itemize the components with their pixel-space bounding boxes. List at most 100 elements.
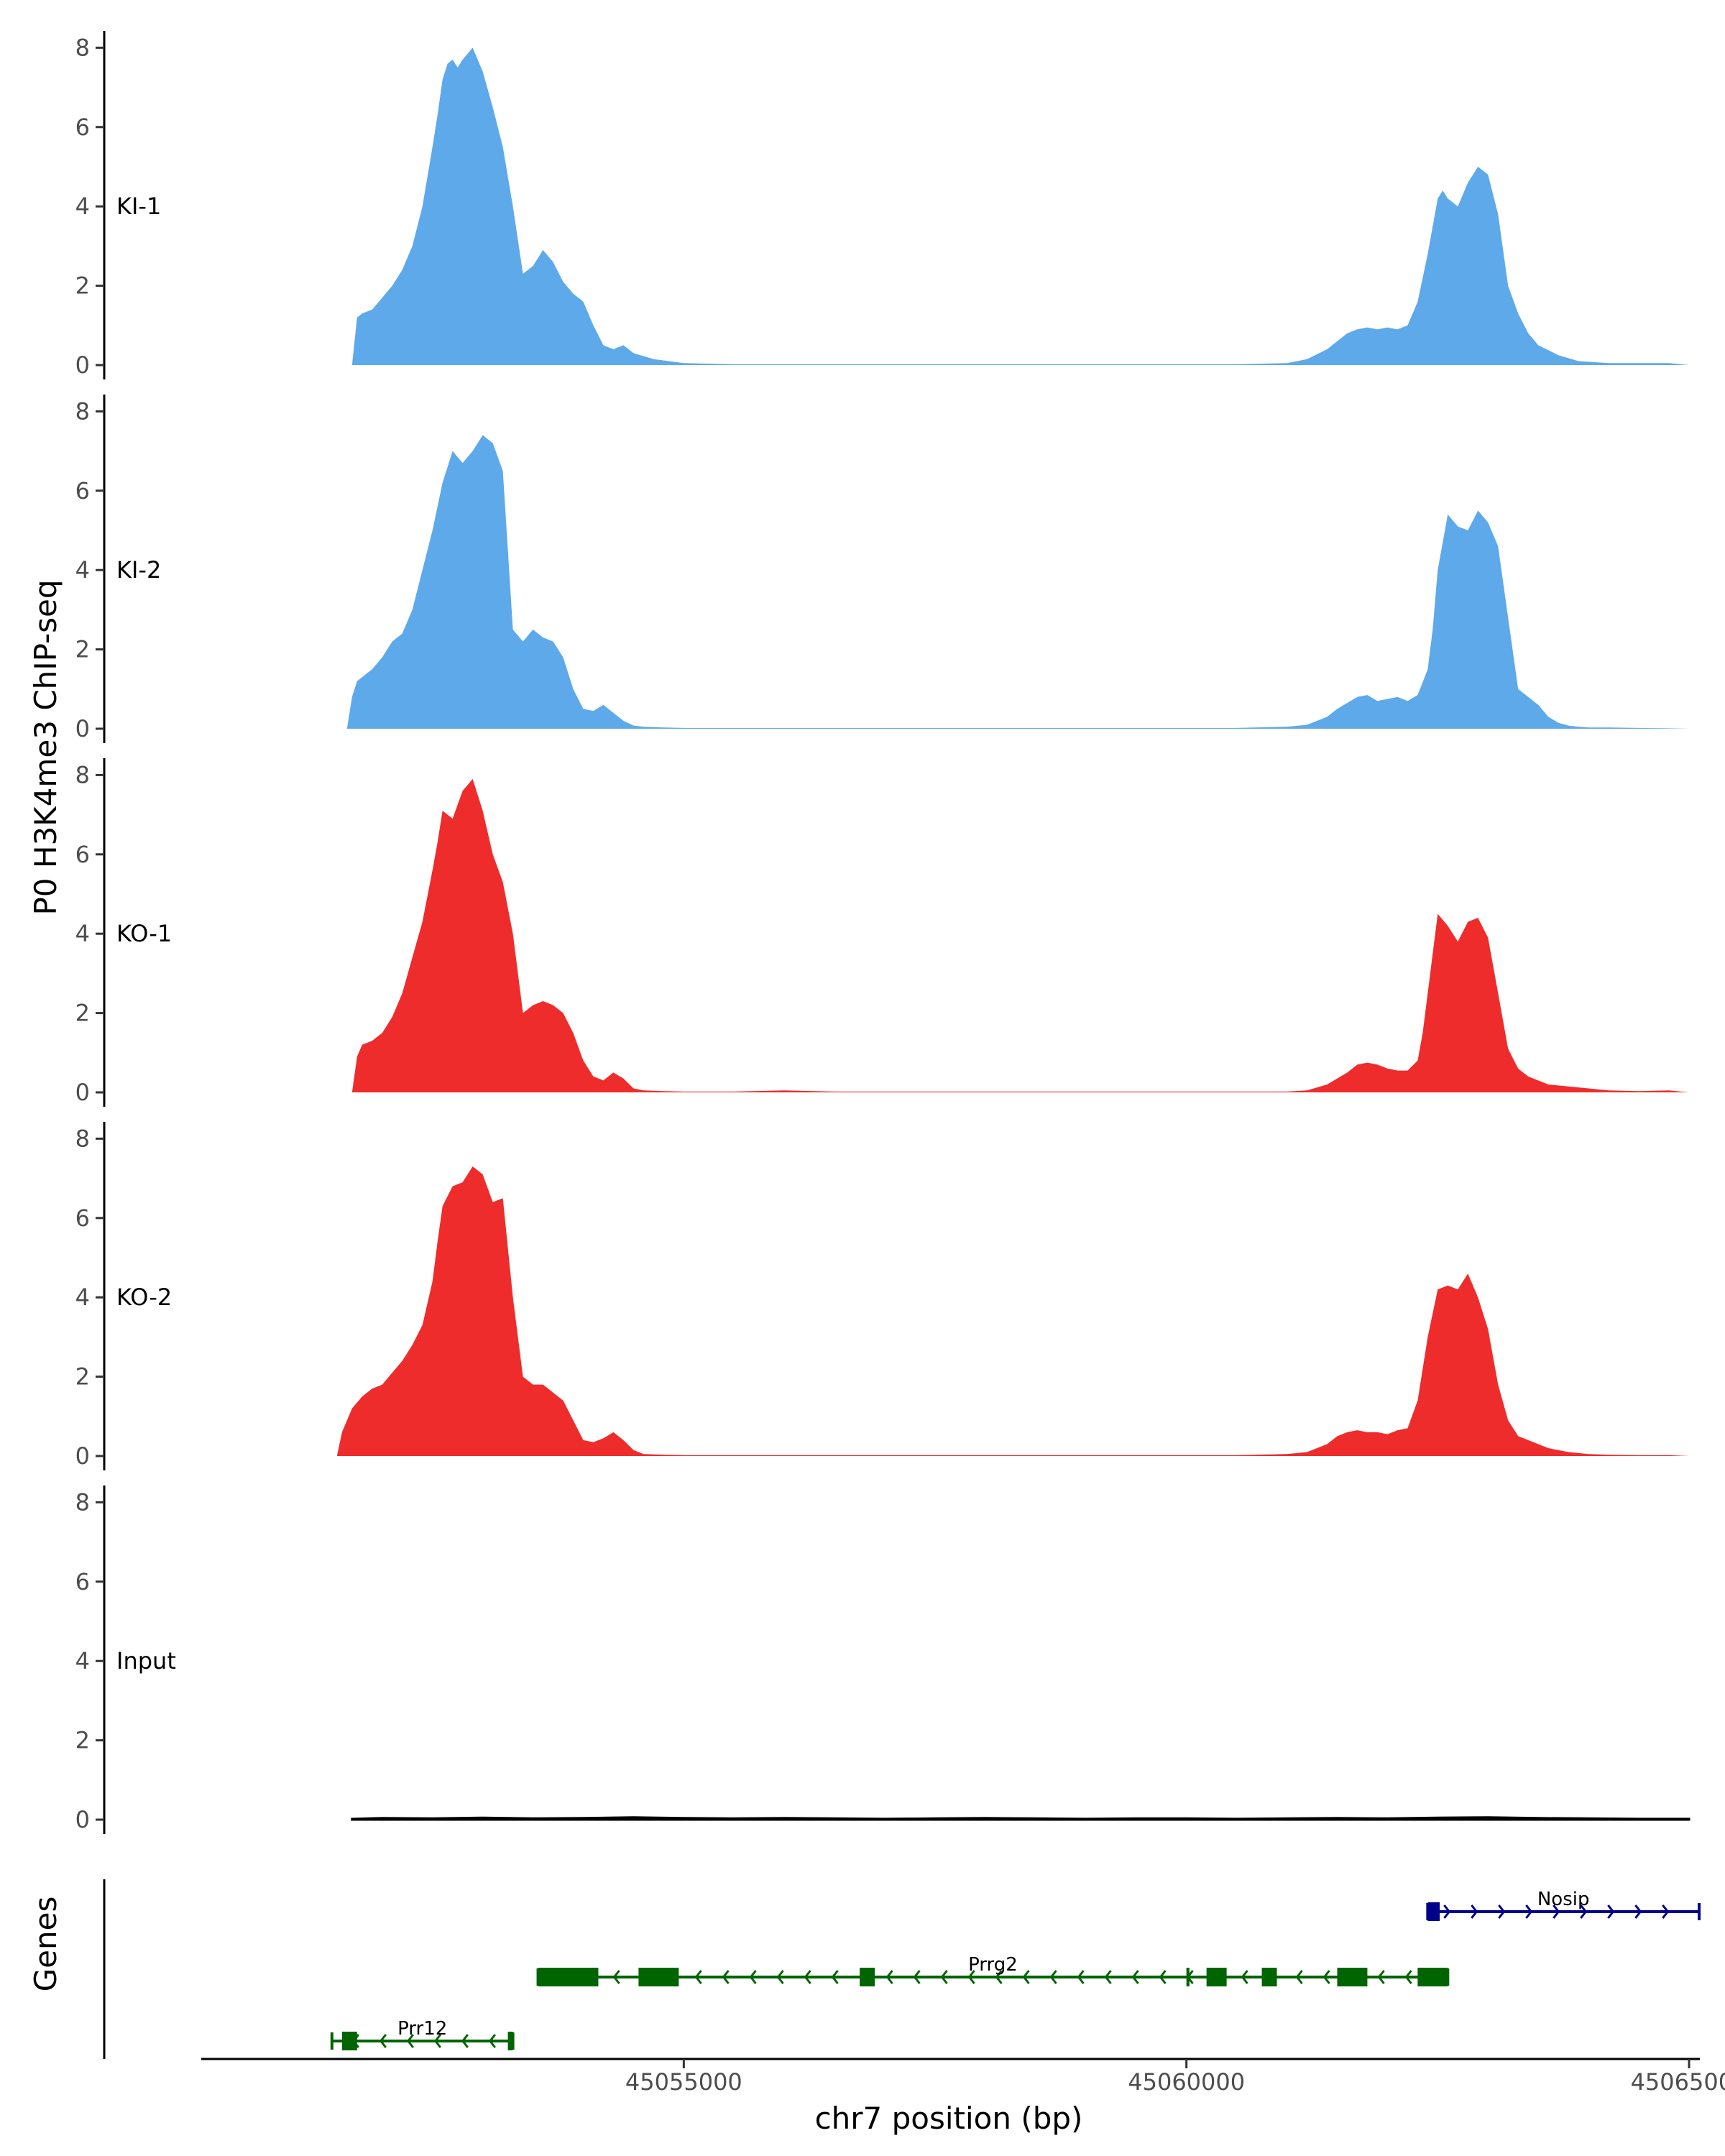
x-axis: 45055000 45060000 45065000 <box>201 2058 1725 2096</box>
y-tick-label: 0 <box>75 1079 90 1106</box>
x-tick-label: 45055000 <box>625 2068 742 2096</box>
track-ki-1: 0 2 4 6 8 KI-1 <box>75 31 1689 379</box>
gene-exon <box>860 1968 875 1986</box>
strand-chevron <box>1607 1904 1615 1919</box>
signal-area <box>346 435 1689 729</box>
strand-chevron <box>804 1970 811 1984</box>
gene-label: Nosip <box>1537 1889 1590 1910</box>
track-label: KI-1 <box>116 193 161 220</box>
track-ko-1: 0 2 4 6 8 KO-1 <box>75 758 1689 1107</box>
x-axis-title: chr7 position (bp) <box>815 2101 1083 2136</box>
gene-prrg2: Prrg2 <box>536 1954 1450 1986</box>
strand-chevron <box>940 1970 948 1984</box>
strand-chevron <box>1471 1904 1478 1919</box>
tracks-layer: 0 2 4 6 8 KI-1 0 2 4 6 8 KI-2 0 2 4 6 8 KO-1 0 2 4 6 8 KO-2 0 2 4 6… <box>75 31 1690 1834</box>
strand-chevron <box>1580 1904 1588 1919</box>
y-tick-label: 4 <box>75 1284 90 1311</box>
signal-area <box>336 1166 1689 1456</box>
strand-chevron <box>1498 1904 1506 1919</box>
strand-chevron <box>1322 1970 1330 1984</box>
strand-chevron <box>1077 1970 1085 1984</box>
y-axis-title: P0 H3K4me3 ChIP-seq <box>28 579 63 915</box>
strand-chevron <box>433 2034 442 2048</box>
track-label: Input <box>116 1647 176 1674</box>
strand-chevron <box>1404 1970 1412 1984</box>
gene-exon <box>1417 1968 1448 1986</box>
strand-chevron <box>1662 1904 1670 1919</box>
strand-chevron <box>995 1970 1003 1984</box>
strand-chevron <box>1131 1970 1139 1984</box>
y-tick-label: 6 <box>75 841 90 868</box>
strand-chevron <box>1022 1970 1030 1984</box>
strand-chevron <box>1241 1970 1248 1984</box>
strand-chevron <box>488 2034 497 2048</box>
gene-exon <box>341 2032 357 2050</box>
strand-chevron <box>831 1970 839 1984</box>
strand-chevron <box>749 1970 757 1984</box>
gene-exon <box>1261 1968 1277 1986</box>
strand-chevron <box>1552 1904 1560 1919</box>
track-label: KO-1 <box>116 920 172 947</box>
strand-chevron <box>1104 1970 1112 1984</box>
x-tick-label: 45065000 <box>1631 2068 1725 2096</box>
track-ki-2: 0 2 4 6 8 KI-2 <box>75 395 1689 743</box>
strand-chevron <box>694 1970 702 1984</box>
y-tick-label: 2 <box>75 1727 90 1754</box>
strand-chevron <box>967 1970 975 1984</box>
gene-exon <box>1206 1968 1227 1986</box>
y-tick-label: 8 <box>75 1125 90 1152</box>
signal-area <box>351 1816 1690 1821</box>
strand-chevron <box>1525 1904 1533 1919</box>
genes-panel: Nosip Prrg2 Prr12 <box>103 1879 1701 2059</box>
gene-exon <box>538 1968 599 1986</box>
gene-exon <box>1186 1968 1190 1986</box>
y-tick-label: 2 <box>75 1000 90 1027</box>
x-tick-label: 45060000 <box>1128 2068 1245 2096</box>
strand-chevron <box>886 1970 893 1984</box>
y-tick-label: 4 <box>75 556 90 584</box>
gene-nosip: Nosip <box>1426 1889 1701 1921</box>
strand-chevron <box>406 2034 415 2048</box>
strand-chevron <box>1634 1904 1642 1919</box>
track-label: KO-2 <box>116 1284 172 1311</box>
strand-chevron <box>1443 1904 1451 1919</box>
y-tick-label: 0 <box>75 1806 90 1833</box>
y-tick-label: 0 <box>75 1442 90 1470</box>
y-tick-label: 6 <box>75 477 90 505</box>
track-label: KI-2 <box>116 556 161 584</box>
y-tick-label: 8 <box>75 761 90 788</box>
gene-exon <box>1337 1968 1368 1986</box>
signal-area <box>351 47 1689 366</box>
strand-chevron <box>461 2034 469 2048</box>
y-tick-label: 2 <box>75 636 90 663</box>
y-tick-label: 8 <box>75 1488 90 1516</box>
strand-chevron <box>612 1970 620 1984</box>
strand-chevron <box>1377 1970 1385 1984</box>
y-tick-label: 8 <box>75 397 90 425</box>
y-tick-label: 4 <box>75 1647 90 1674</box>
track-ko-2: 0 2 4 6 8 KO-2 <box>75 1122 1689 1470</box>
y-tick-label: 6 <box>75 114 90 141</box>
y-tick-label: 0 <box>75 715 90 742</box>
strand-chevron <box>776 1970 784 1984</box>
y-tick-label: 4 <box>75 920 90 947</box>
signal-area <box>351 778 1689 1092</box>
gene-exon <box>1427 1902 1440 1921</box>
strand-chevron <box>1049 1970 1057 1984</box>
y-tick-label: 2 <box>75 272 90 300</box>
gene-label: Prrg2 <box>968 1954 1018 1976</box>
y-tick-label: 8 <box>75 34 90 61</box>
y-tick-label: 4 <box>75 193 90 220</box>
genes-axis-title: Genes <box>28 1897 63 1992</box>
gene-prr12: Prr12 <box>330 2018 515 2050</box>
strand-chevron <box>913 1970 921 1984</box>
gene-label: Prr12 <box>397 2018 447 2040</box>
gene-exon <box>638 1968 679 1986</box>
gene-exon <box>507 2032 513 2050</box>
track-input: 0 2 4 6 8 Input <box>75 1485 1690 1834</box>
strand-chevron <box>1295 1970 1303 1984</box>
y-tick-label: 6 <box>75 1568 90 1595</box>
y-tick-label: 0 <box>75 351 90 379</box>
strand-chevron <box>379 2034 387 2048</box>
